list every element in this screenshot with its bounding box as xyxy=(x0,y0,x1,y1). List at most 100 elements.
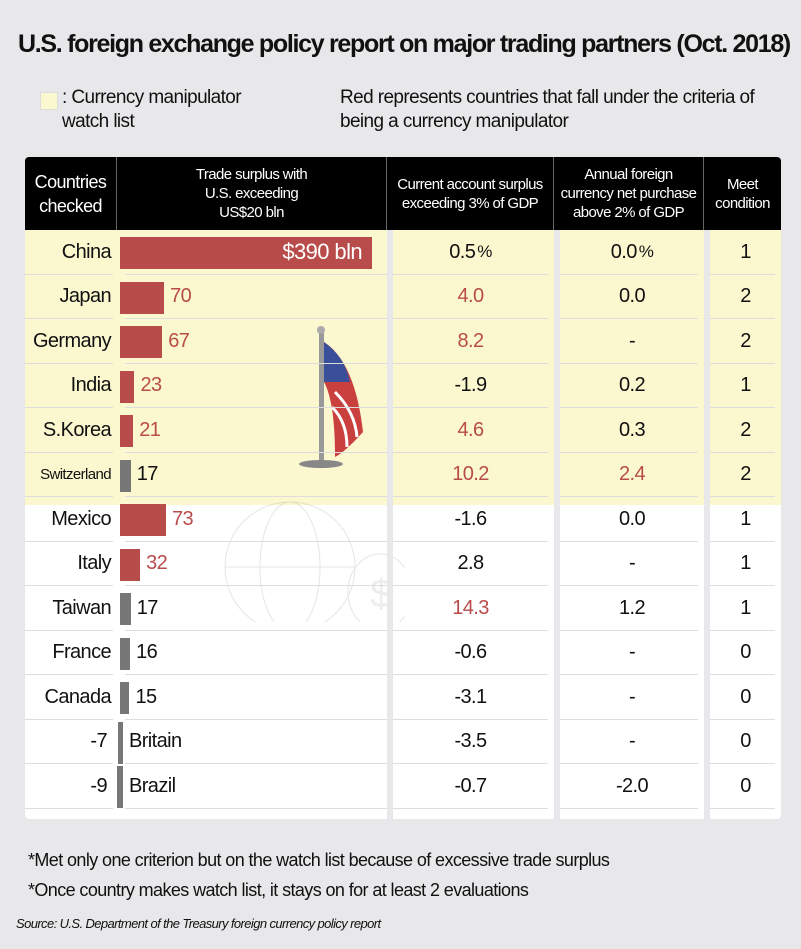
row-divider xyxy=(125,718,387,720)
row-divider xyxy=(710,273,775,275)
trade-label: -7 xyxy=(90,730,107,753)
row-divider xyxy=(393,807,548,809)
current-account-cell: 2.8 xyxy=(387,542,554,587)
legend-watch-list: : Currency manipulator watch list xyxy=(62,86,292,134)
trade-label: 17 xyxy=(136,463,159,486)
meet-condition: 2 xyxy=(740,463,751,486)
fx-purchase-cell: 0.2 xyxy=(560,364,704,409)
trade-bar xyxy=(117,766,123,808)
meet-condition: 0 xyxy=(740,641,751,664)
trade-bar xyxy=(120,281,165,314)
table-row: China $390 bln 0.5% 0.0% 1 xyxy=(25,230,781,275)
country-name: India xyxy=(70,374,112,397)
row-divider xyxy=(125,807,387,809)
fx-purchase-cell: 2.4 xyxy=(560,453,704,498)
row-divider xyxy=(710,496,775,497)
header-countries: Countries checked xyxy=(25,157,117,230)
trade-label: $390 bln xyxy=(282,239,362,265)
header-trade: Trade surplus with U.S. exceeding US$20 … xyxy=(117,157,387,230)
row-divider xyxy=(393,362,548,364)
row-divider xyxy=(560,407,698,408)
current-account-value: 2.8 xyxy=(457,552,484,575)
country-name: Britain xyxy=(129,730,182,753)
meet-condition: 1 xyxy=(740,240,751,263)
table-row: India 23 -1.9 0.2 1 xyxy=(25,364,781,409)
trade-bar xyxy=(120,237,372,269)
trade-bar xyxy=(120,370,135,403)
row-divider xyxy=(710,362,775,364)
row-divider xyxy=(393,318,548,319)
row-divider xyxy=(25,540,113,542)
trade-label: 23 xyxy=(140,374,162,397)
row-divider xyxy=(710,674,775,675)
current-account-value: -3.1 xyxy=(454,685,487,708)
trade-label: 67 xyxy=(168,329,190,352)
table-row: Switzerland 17 10.2 2.4 2 xyxy=(25,453,781,498)
row-divider xyxy=(560,763,698,764)
country-name: Taiwan xyxy=(52,596,111,619)
trade-bar xyxy=(120,593,131,625)
country-name: Mexico xyxy=(51,507,111,530)
meet-condition: 2 xyxy=(740,418,751,441)
current-account-cell: 8.2 xyxy=(387,319,554,364)
row-divider xyxy=(393,629,548,631)
fx-purchase-value: 2.4 xyxy=(618,463,646,486)
current-account-cell: 4.6 xyxy=(387,408,554,453)
row-divider xyxy=(25,585,113,586)
row-divider xyxy=(125,629,387,631)
table-row: Canada 15 -3.1 - 0 xyxy=(25,675,781,720)
table-row: France 16 -0.6 - 0 xyxy=(25,631,781,676)
meet-condition: 2 xyxy=(740,329,751,352)
fx-purchase-cell: - xyxy=(560,631,704,676)
fx-purchase-cell: - xyxy=(560,675,704,720)
trade-label: 70 xyxy=(170,285,192,308)
row-divider xyxy=(393,451,548,453)
trade-bar xyxy=(118,721,123,764)
trade-label: -9 xyxy=(90,774,107,797)
footnote-1: *Met only one criterion but on the watch… xyxy=(28,850,610,870)
row-divider xyxy=(710,585,775,586)
row-divider xyxy=(393,496,548,497)
fx-purchase-value: 0.3 xyxy=(618,418,646,441)
fx-purchase-cell: 0.0 xyxy=(560,497,704,542)
row-divider xyxy=(125,496,387,497)
fx-purchase-cell: - xyxy=(560,542,704,587)
row-divider xyxy=(125,407,387,408)
table-row: Italy 32 2.8 - 1 xyxy=(25,542,781,587)
row-divider xyxy=(560,362,698,364)
trade-label: 17 xyxy=(136,596,159,619)
percent-unit: % xyxy=(477,242,492,262)
country-name: China xyxy=(61,240,112,263)
fx-purchase-cell: -2.0 xyxy=(560,764,704,809)
us-flag-icon xyxy=(299,326,363,468)
current-account-cell: 0.5% xyxy=(387,230,554,275)
row-divider xyxy=(25,807,113,809)
row-divider xyxy=(560,451,698,453)
row-divider xyxy=(393,674,548,675)
fx-purchase-value: - xyxy=(628,329,636,352)
row-divider xyxy=(710,318,775,319)
current-account-value: 0.5 xyxy=(449,240,476,263)
table-row: -9 Brazil -0.7 -2.0 0 xyxy=(25,764,781,809)
current-account-value: -1.9 xyxy=(454,374,487,397)
trade-label: 32 xyxy=(146,552,168,575)
table-header: Countries checked Trade surplus with U.S… xyxy=(25,157,781,230)
row-divider xyxy=(560,585,698,586)
meet-condition: 0 xyxy=(740,685,751,708)
header-meet: Meet condition xyxy=(715,175,770,212)
trade-label: 15 xyxy=(135,685,157,708)
row-divider xyxy=(393,407,548,408)
row-divider xyxy=(710,718,775,720)
row-divider xyxy=(560,674,698,675)
fx-purchase-cell: 1.2 xyxy=(560,586,704,631)
row-divider xyxy=(25,273,113,275)
trade-bar xyxy=(120,548,141,581)
current-account-cell: -0.7 xyxy=(387,764,554,809)
row-divider xyxy=(25,362,113,364)
row-divider xyxy=(125,585,387,586)
trade-bar xyxy=(120,326,163,358)
row-divider xyxy=(25,451,113,453)
table-row: Japan 70 4.0 0.0 2 xyxy=(25,275,781,319)
current-account-value: 4.0 xyxy=(457,285,484,308)
fx-purchase-value: -2.0 xyxy=(615,774,649,797)
